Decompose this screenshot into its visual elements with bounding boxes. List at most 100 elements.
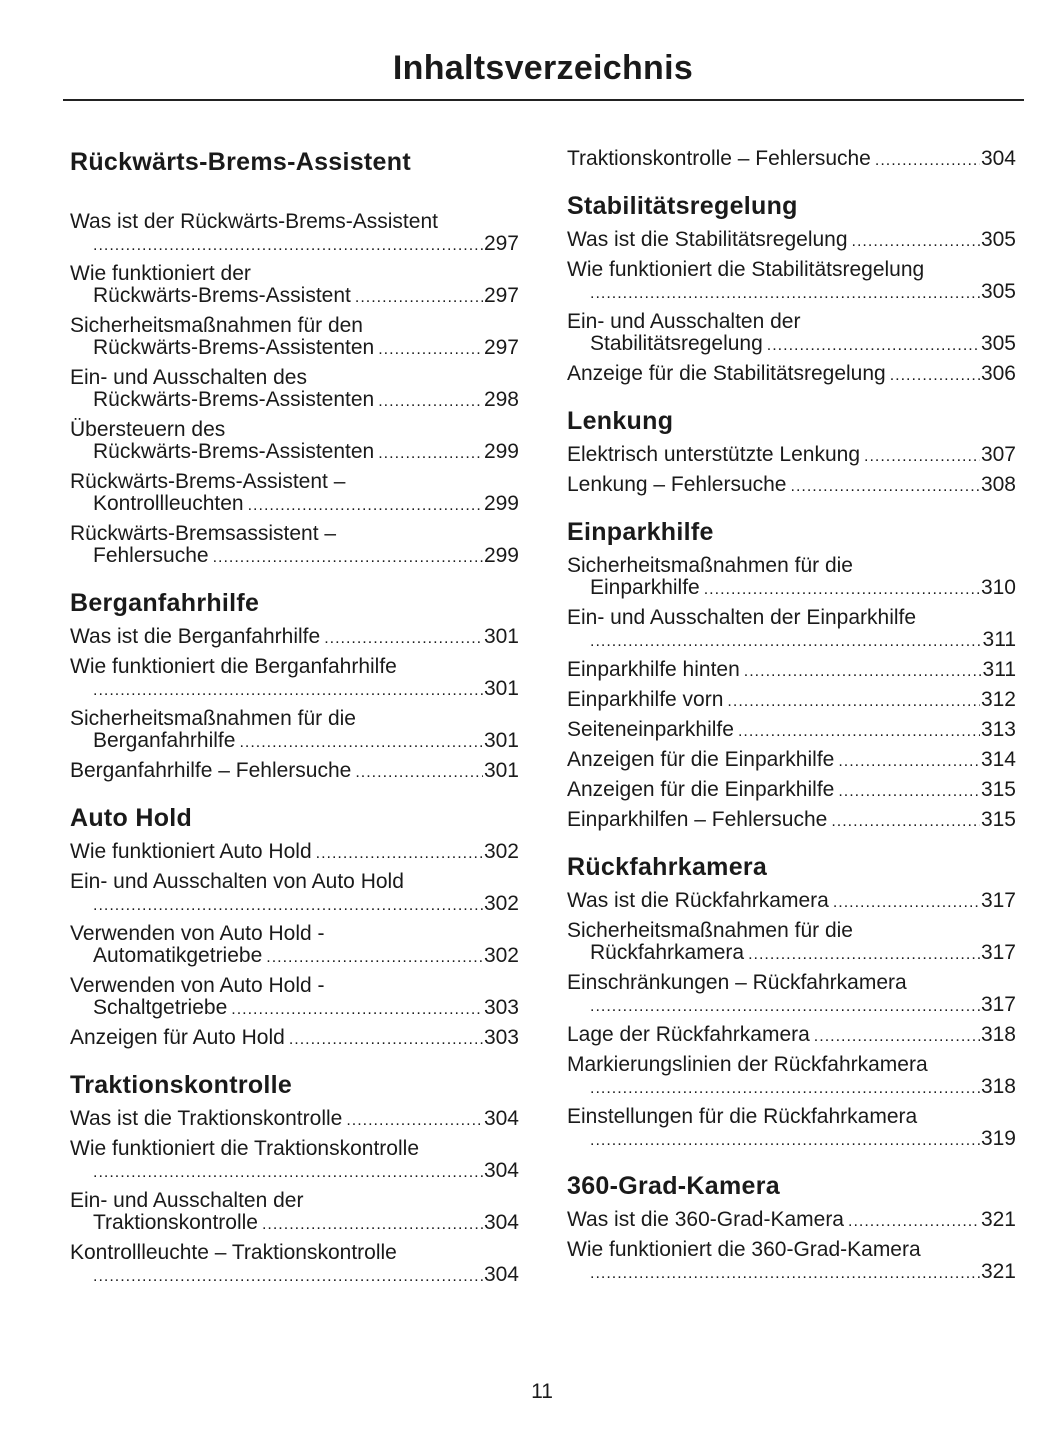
toc-entry[interactable]: Einstellungen für die Rückfahrkamera 319 xyxy=(567,1106,1016,1150)
entry-page: 299 xyxy=(483,492,519,515)
toc-entry[interactable]: Einparkhilfe vorn 312 xyxy=(567,689,1016,711)
entry-title: Wie funktioniert die Berganfahrhilfe xyxy=(70,655,397,678)
entry-title: Kontrollleuchte – Traktionskontrolle xyxy=(70,1241,397,1264)
toc-entry[interactable]: Ein- und Ausschalten von Auto Hold 302 xyxy=(70,871,519,915)
section-heading[interactable]: Einparkhilfe xyxy=(567,518,714,546)
toc-entry[interactable]: Wie funktioniert der Rückwärts-Brems-Assi… xyxy=(70,263,519,307)
entry-title: Was ist die Rückfahrkamera xyxy=(567,889,829,912)
entry-title-continued: Rückwärts-Brems-Assistenten xyxy=(93,388,375,411)
entry-title-continued: Rückwärts-Brems-Assistenten xyxy=(93,440,375,463)
entry-page: 299 xyxy=(483,544,519,567)
toc-entry[interactable]: Verwenden von Auto Hold -Schaltgetriebe 3… xyxy=(70,975,519,1019)
leader-dots xyxy=(890,363,980,385)
entry-title-continued: Automatikgetriebe xyxy=(93,944,263,967)
entry-title: Ein- und Ausschalten der xyxy=(70,1189,304,1212)
entry-page: 298 xyxy=(483,388,519,411)
entry-title: Lenkung – Fehlersuche xyxy=(567,473,787,496)
toc-entry[interactable]: Ein- und Ausschalten der Einparkhilfe 311 xyxy=(567,607,1016,651)
toc-entry[interactable]: Sicherheitsmaßnahmen für die Rückfahrkame… xyxy=(567,920,1016,964)
entry-title: Berganfahrhilfe – Fehlersuche xyxy=(70,759,352,782)
leader-dots xyxy=(590,1076,980,1098)
toc-entry[interactable]: Wie funktioniert die Berganfahrhilfe 301 xyxy=(70,656,519,700)
entry-page: 317 xyxy=(980,941,1016,964)
leader-dots xyxy=(378,441,483,463)
leader-dots xyxy=(324,626,483,648)
entry-page: 302 xyxy=(483,892,519,915)
toc-entry[interactable]: Verwenden von Auto Hold - Automatikgetrie… xyxy=(70,923,519,967)
entry-page: 321 xyxy=(980,1208,1016,1231)
toc-entry[interactable]: Kontrollleuchte – Traktionskontrolle 304 xyxy=(70,1242,519,1286)
entry-title: Einparkhilfen – Fehlersuche xyxy=(567,808,828,831)
leader-dots xyxy=(864,444,980,466)
toc-entry[interactable]: Berganfahrhilfe – Fehlersuche 301 xyxy=(70,760,519,782)
entry-page: 317 xyxy=(980,889,1016,912)
section-heading[interactable]: Rückfahrkamera xyxy=(567,853,768,881)
leader-dots xyxy=(93,1160,483,1182)
entry-title: Sicherheitsmaßnahmen für den xyxy=(70,314,363,337)
toc-entry[interactable]: Was ist die Berganfahrhilfe 301 xyxy=(70,626,519,648)
entry-page: 301 xyxy=(483,729,519,752)
entry-page: 304 xyxy=(980,147,1016,170)
page-title: Inhaltsverzeichnis xyxy=(392,49,694,87)
toc-entry[interactable]: Einparkhilfe hinten 311 xyxy=(567,659,1016,681)
entry-title: Wie funktioniert die 360-Grad-Kamera xyxy=(567,1238,921,1261)
entry-page: 305 xyxy=(980,332,1016,355)
toc-entry[interactable]: Was ist die Rückfahrkamera 317 xyxy=(567,890,1016,912)
section-heading[interactable]: Rückwärts-Brems-Assistent xyxy=(70,148,411,176)
entry-page: 310 xyxy=(980,576,1016,599)
toc-entry[interactable]: Wie funktioniert die Stabilitätsregelung… xyxy=(567,259,1016,303)
toc-entry[interactable]: Einschränkungen – Rückfahrkamera 317 xyxy=(567,972,1016,1016)
toc-entry[interactable]: Anzeigen für die Einparkhilfe 315 xyxy=(567,779,1016,801)
toc-entry[interactable]: Was ist die Stabilitätsregelung 305 xyxy=(567,229,1016,251)
section-heading[interactable]: 360-Grad-Kamera xyxy=(567,1172,780,1200)
toc-entry[interactable]: Ein- und Ausschalten der Traktionskontrol… xyxy=(70,1190,519,1234)
leader-dots xyxy=(838,779,980,801)
entry-title: Ein- und Ausschalten des xyxy=(70,366,307,389)
toc-entry[interactable]: Lage der Rückfahrkamera 318 xyxy=(567,1024,1016,1046)
leader-dots xyxy=(590,1128,980,1150)
leader-dots xyxy=(378,337,483,359)
toc-entry[interactable]: Was ist die Traktionskontrolle 304 xyxy=(70,1108,519,1130)
entry-page: 297 xyxy=(483,284,519,307)
section-heading[interactable]: Stabilitätsregelung xyxy=(567,192,798,220)
toc-entry[interactable]: Wie funktioniert Auto Hold 302 xyxy=(70,841,519,863)
section-heading[interactable]: Berganfahrhilfe xyxy=(70,589,260,617)
toc-entry[interactable]: Sicherheitsmaßnahmen für die Einparkhilfe… xyxy=(567,555,1016,599)
toc-entry[interactable]: Anzeigen für Auto Hold 303 xyxy=(70,1027,519,1049)
entry-page: 319 xyxy=(980,1127,1016,1150)
toc-entry[interactable]: Wie funktioniert die Traktionskontrolle 3… xyxy=(70,1138,519,1182)
toc-entry[interactable]: Sicherheitsmaßnahmen für die Berganfahrhi… xyxy=(70,708,519,752)
toc-entry[interactable]: Sicherheitsmaßnahmen für den Rückwärts-Br… xyxy=(70,315,519,359)
entry-page: 303 xyxy=(483,1026,519,1049)
toc-entry[interactable]: Was ist der Rückwärts-Brems-Assistent 297 xyxy=(70,211,519,255)
entry-title-continued: Schaltgetriebe xyxy=(93,996,228,1019)
toc-entry[interactable]: Traktionskontrolle – Fehlersuche 304 xyxy=(567,148,1016,170)
entry-title: Elektrisch unterstützte Lenkung xyxy=(567,443,860,466)
entry-page: 299 xyxy=(483,440,519,463)
entry-title: Traktionskontrolle – Fehlersuche xyxy=(567,147,871,170)
entry-title: Verwenden von Auto Hold - xyxy=(70,922,325,945)
toc-entry[interactable]: Was ist die 360-Grad-Kamera 321 xyxy=(567,1209,1016,1231)
toc-entry[interactable]: Ein- und Ausschalten des Rückwärts-Brems-… xyxy=(70,367,519,411)
toc-entry[interactable]: Rückwärts-Brems-Assistent – Kontrollleuch… xyxy=(70,471,519,515)
entry-title: Sicherheitsmaßnahmen für die xyxy=(567,919,853,942)
section-heading[interactable]: Lenkung xyxy=(567,407,674,435)
toc-entry[interactable]: Anzeigen für die Einparkhilfe 314 xyxy=(567,749,1016,771)
page-number: 11 xyxy=(531,1380,553,1403)
toc-entry[interactable]: Wie funktioniert die 360-Grad-Kamera 321 xyxy=(567,1239,1016,1283)
entry-page: 311 xyxy=(982,658,1016,681)
toc-entry[interactable]: Lenkung – Fehlersuche 308 xyxy=(567,474,1016,496)
entry-title: Seiteneinparkhilfe xyxy=(567,718,734,741)
toc-entry[interactable]: Anzeige für die Stabilitätsregelung 306 xyxy=(567,363,1016,385)
leader-dots xyxy=(838,749,980,771)
toc-entry[interactable]: Einparkhilfen – Fehlersuche 315 xyxy=(567,809,1016,831)
toc-entry[interactable]: Übersteuern des Rückwärts-Brems-Assistent… xyxy=(70,419,519,463)
toc-entry[interactable]: Ein- und Ausschalten der Stabilitätsregel… xyxy=(567,311,1016,355)
section-heading[interactable]: Traktionskontrolle xyxy=(70,1071,293,1099)
toc-entry[interactable]: Rückwärts-Bremsassistent –Fehlersuche 299 xyxy=(70,523,519,567)
toc-entry[interactable]: Seiteneinparkhilfe 313 xyxy=(567,719,1016,741)
leader-dots xyxy=(744,659,982,681)
section-heading[interactable]: Auto Hold xyxy=(70,804,193,832)
toc-entry[interactable]: Elektrisch unterstützte Lenkung 307 xyxy=(567,444,1016,466)
toc-entry[interactable]: Markierungslinien der Rückfahrkamera 318 xyxy=(567,1054,1016,1098)
